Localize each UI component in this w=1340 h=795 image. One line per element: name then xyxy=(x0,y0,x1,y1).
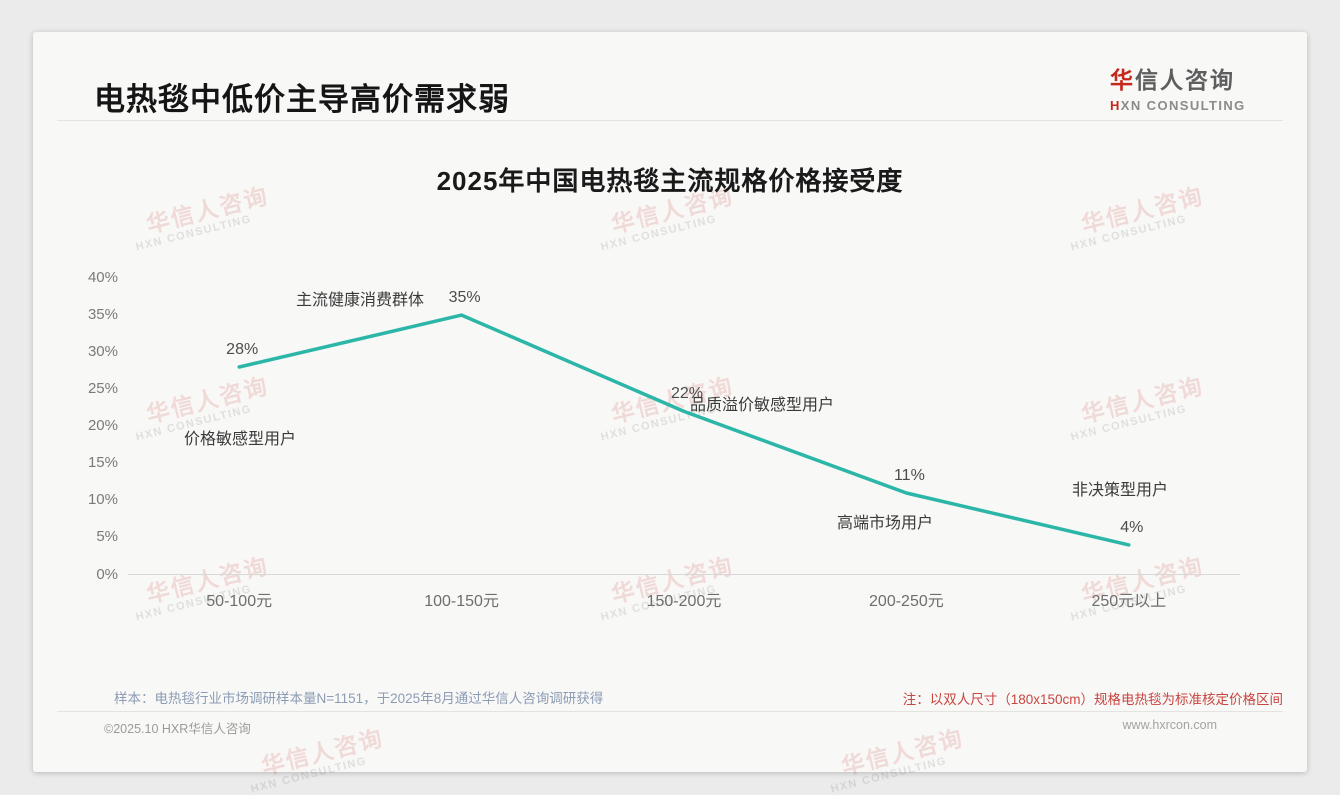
brand-logo: 华信人咨询 HXN CONSULTING xyxy=(1110,61,1246,113)
footer-divider xyxy=(57,711,1283,712)
brand-logo-cn-rest: 信人咨询 xyxy=(1135,67,1235,93)
website-url: www.hxrcon.com xyxy=(1122,718,1217,732)
copyright: ©2025.10 HXR华信人咨询 xyxy=(104,722,251,736)
brand-logo-en: HXN CONSULTING xyxy=(1110,98,1246,113)
header-divider xyxy=(57,120,1283,121)
price-note: 注：以双人尺寸（180x150cm）规格电热毯为标准核定价格区间 xyxy=(902,692,1283,707)
sample-note: 样本：电热毯行业市场调研样本量N=1151，于2025年8月通过华信人咨询调研获… xyxy=(114,691,604,706)
brand-logo-en-rest: XN CONSULTING xyxy=(1120,98,1246,113)
brand-logo-cn-accent: 华 xyxy=(1110,67,1135,93)
page-title: 电热毯中低价主导高价需求弱 xyxy=(94,82,510,117)
brand-logo-cn: 华信人咨询 xyxy=(1110,61,1246,95)
chart-title: 2025年中国电热毯主流规格价格接受度 xyxy=(436,166,904,196)
brand-logo-en-accent: H xyxy=(1110,98,1121,113)
slide-card xyxy=(33,32,1307,772)
